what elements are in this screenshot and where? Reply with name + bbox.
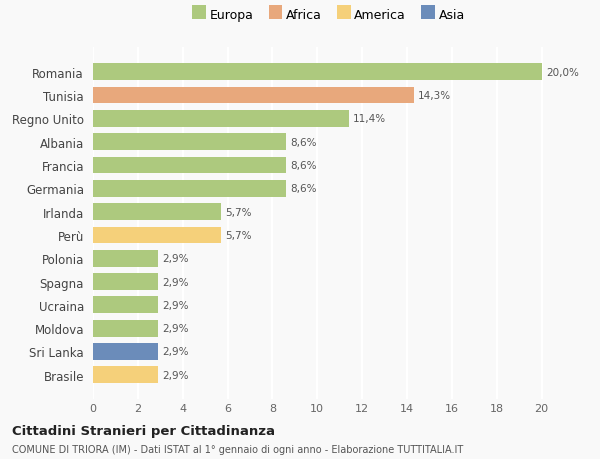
Text: 2,9%: 2,9% (163, 277, 189, 287)
Text: 2,9%: 2,9% (163, 254, 189, 263)
Bar (93, 343, 158, 360)
Bar (93, 227, 221, 244)
Bar (93, 64, 542, 81)
Text: Cittadini Stranieri per Cittadinanza: Cittadini Stranieri per Cittadinanza (12, 424, 275, 437)
Bar (93, 297, 158, 313)
Bar (93, 274, 158, 290)
Text: 2,9%: 2,9% (163, 300, 189, 310)
Bar (93, 157, 286, 174)
Bar (93, 204, 221, 220)
Legend: Europa, Africa, America, Asia: Europa, Africa, America, Asia (192, 9, 465, 22)
Text: 2,9%: 2,9% (163, 370, 189, 380)
Bar (93, 180, 286, 197)
Bar (93, 367, 158, 383)
Text: 8,6%: 8,6% (290, 137, 317, 147)
Bar (93, 320, 158, 337)
Text: 11,4%: 11,4% (353, 114, 386, 124)
Text: 5,7%: 5,7% (226, 207, 252, 217)
Bar (93, 134, 286, 151)
Bar (93, 111, 349, 128)
Bar (93, 250, 158, 267)
Text: 8,6%: 8,6% (290, 161, 317, 171)
Text: 2,9%: 2,9% (163, 324, 189, 333)
Text: COMUNE DI TRIORA (IM) - Dati ISTAT al 1° gennaio di ogni anno - Elaborazione TUT: COMUNE DI TRIORA (IM) - Dati ISTAT al 1°… (12, 444, 463, 454)
Text: 14,3%: 14,3% (418, 91, 451, 101)
Text: 2,9%: 2,9% (163, 347, 189, 357)
Text: 8,6%: 8,6% (290, 184, 317, 194)
Text: 20,0%: 20,0% (546, 67, 579, 78)
Text: 5,7%: 5,7% (226, 230, 252, 241)
Bar (93, 87, 414, 104)
